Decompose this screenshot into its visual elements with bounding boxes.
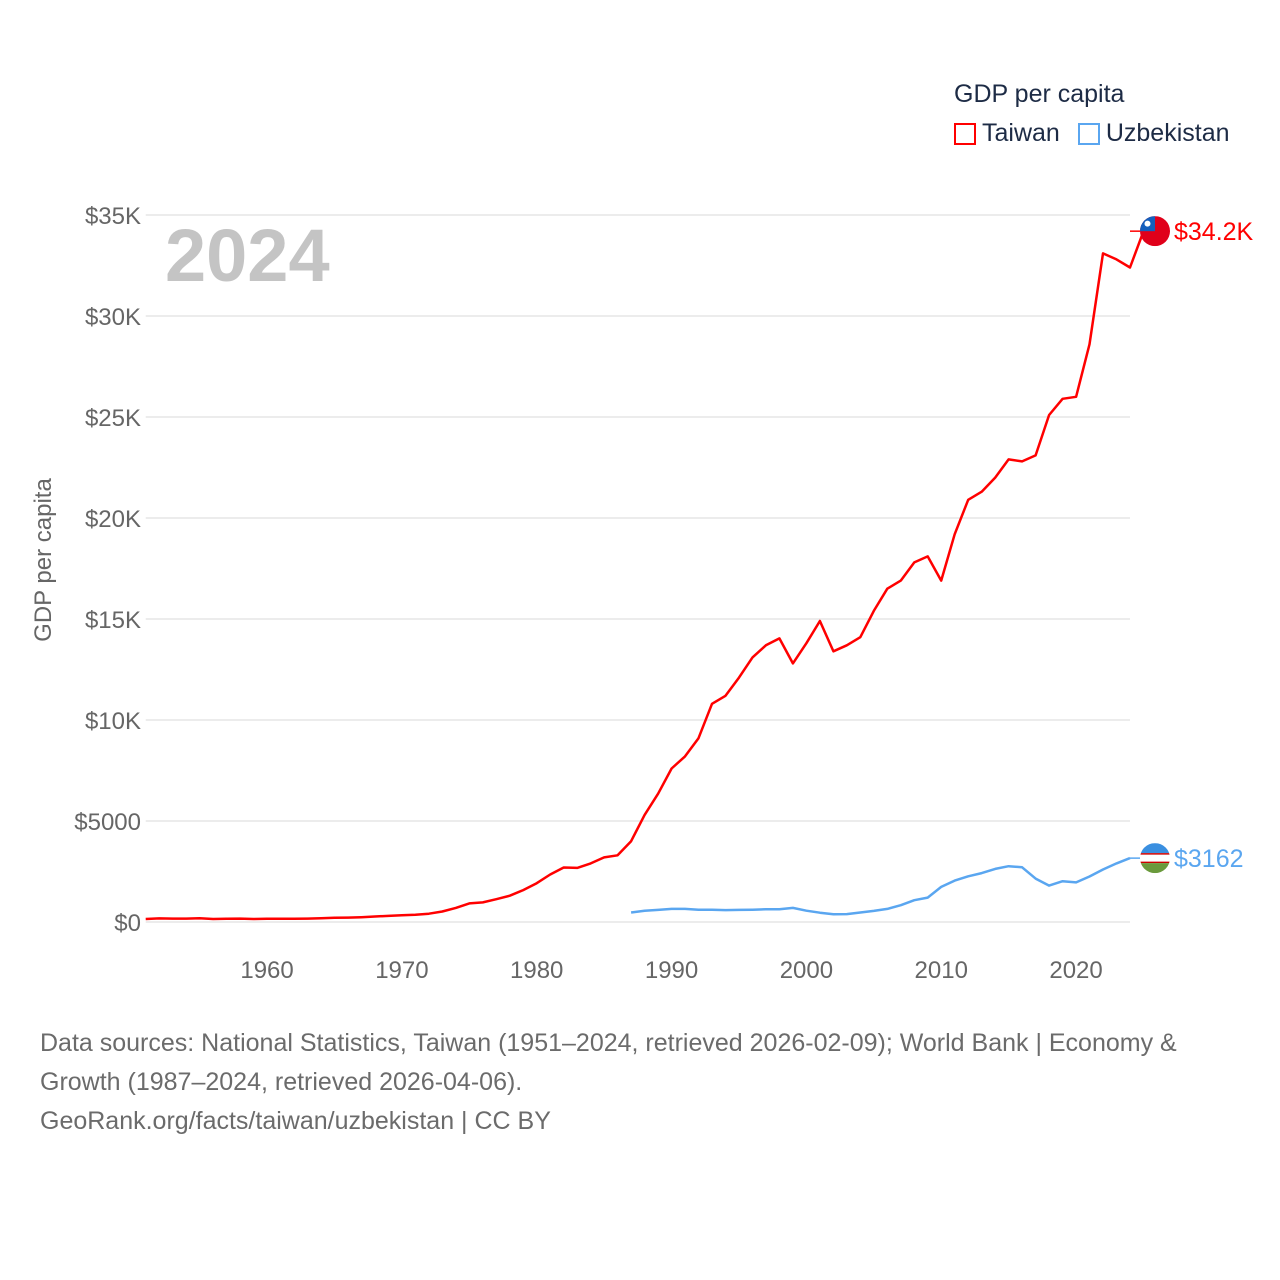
legend-swatch-uzbekistan — [1077, 122, 1100, 145]
y-tick-label: $25K — [85, 405, 141, 432]
x-tick-label: 1960 — [240, 957, 293, 984]
x-tick-label: 2020 — [1049, 957, 1102, 984]
flag-green — [1140, 863, 1170, 874]
y-axis-label: GDP per capita — [30, 478, 57, 642]
end-value-label: $34.2K — [1174, 218, 1254, 246]
year-label: 2024 — [165, 214, 330, 297]
y-tick-label: $35K — [85, 203, 141, 230]
y-tick-label: $30K — [85, 304, 141, 331]
legend-label-taiwan: Taiwan — [982, 119, 1060, 147]
y-tick-label: $15K — [85, 607, 141, 634]
x-tick-label: 1990 — [645, 957, 698, 984]
y-tick-label: $10K — [85, 708, 141, 735]
flag-stripe — [1140, 853, 1170, 855]
y-tick-label: $5000 — [74, 809, 141, 836]
legend: GDP per capita Taiwan Uzbekistan — [954, 80, 1230, 148]
x-tick-label: 2010 — [915, 957, 968, 984]
x-tick-label: 1970 — [375, 957, 428, 984]
y-axis-ticks: $0 $5000 $10K $15K $20K $25K $30K $35K — [74, 203, 141, 937]
y-tick-label: $0 — [114, 910, 141, 937]
legend-label-uzbekistan: Uzbekistan — [1105, 119, 1230, 147]
data-sources: Data sources: National Statistics, Taiwa… — [40, 1029, 1177, 1096]
uzbekistan-flag-icon — [1140, 843, 1170, 874]
gdp-chart: $0 $5000 $10K $15K $20K $25K $30K $35K 1960 1970… — [30, 203, 1254, 984]
legend-title: GDP per capita — [954, 80, 1125, 108]
legend-swatch-taiwan — [954, 122, 976, 145]
series-end-labels: $34.2K $3162 — [1130, 216, 1254, 874]
end-value-label: $3162 — [1174, 845, 1244, 873]
credit-link[interactable]: GeoRank.org/facts/taiwan/uzbekistan | CC… — [40, 1107, 551, 1135]
flag-white — [1140, 853, 1170, 864]
footer: Data sources: National Statistics, Taiwa… — [40, 1024, 1240, 1141]
flag-body — [1140, 843, 1170, 874]
legend-item-uzbekistan[interactable]: Uzbekistan — [1077, 119, 1230, 148]
x-axis-ticks: 1960 1970 1980 1990 2000 2010 2020 — [240, 957, 1102, 984]
series-line-uzbekistan — [630, 856, 1131, 916]
legend-item-taiwan[interactable]: Taiwan — [954, 119, 1060, 148]
series-line-taiwan — [145, 230, 1145, 921]
flag-sun — [1144, 220, 1151, 227]
x-tick-label: 1980 — [510, 957, 563, 984]
series-lines — [145, 230, 1145, 921]
taiwan-flag-icon — [1140, 216, 1170, 247]
x-tick-label: 2000 — [780, 957, 833, 984]
flag-blue — [1140, 843, 1170, 854]
y-tick-label: $20K — [85, 506, 141, 533]
flag-body — [1140, 216, 1170, 247]
grid-lines — [145, 214, 1130, 923]
flag-stripe — [1140, 861, 1170, 864]
